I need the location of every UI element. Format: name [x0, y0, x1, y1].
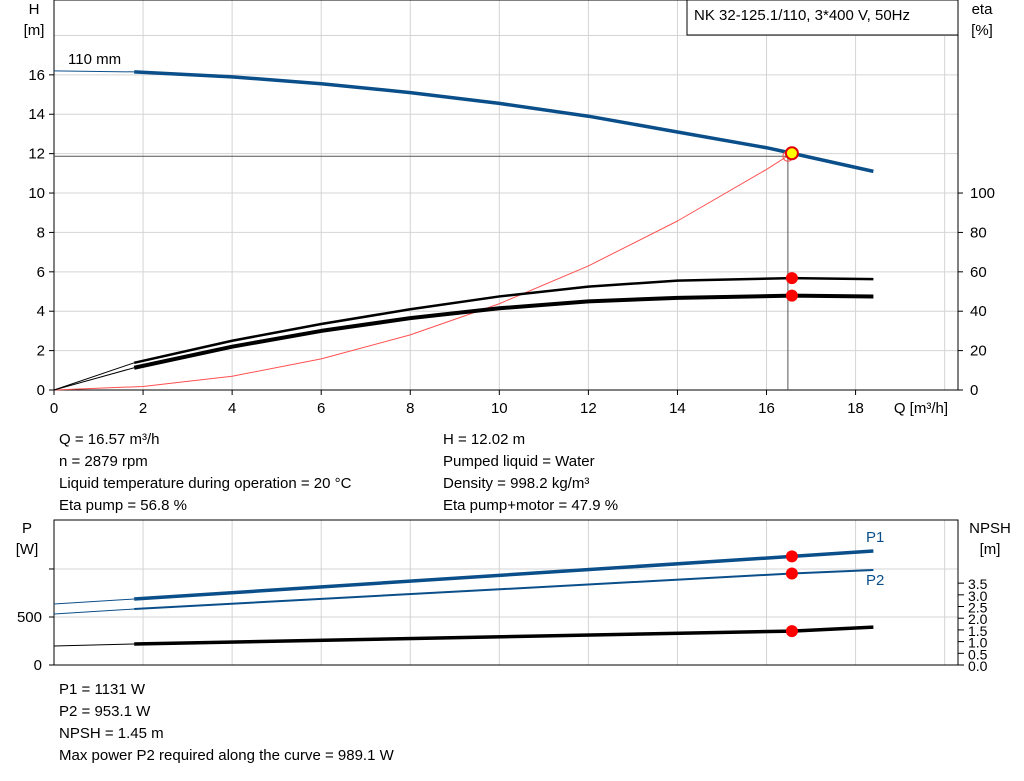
- x-tick-label: 8: [406, 400, 414, 417]
- npsh-tick-label: 1.0: [968, 635, 988, 651]
- system-curve: [53, 152, 793, 391]
- y-axis-unit-h: [m]: [24, 22, 45, 39]
- npsh-tick-label: 3.0: [968, 588, 988, 604]
- npsh-curve: [134, 625, 874, 646]
- x-tick-label: 0: [50, 400, 58, 417]
- x-axis-label: Q [m³/h]: [894, 400, 948, 417]
- x-tick-label: 6: [317, 400, 325, 417]
- p-tick-label: 500: [17, 609, 42, 626]
- info-eta-pump-motor: Eta pump+motor = 47.9 %: [443, 497, 619, 514]
- p1-curve-extrapolated: [53, 598, 135, 605]
- npsh-marker: [785, 625, 798, 638]
- y-tick-label-left: 4: [37, 303, 45, 320]
- y-tick-label-right: 60: [970, 264, 987, 281]
- y-tick-label-left: 8: [37, 224, 45, 241]
- y-tick-label-left: 2: [37, 343, 45, 360]
- x-tick-label: 2: [139, 400, 147, 417]
- info-pumped-liquid: Pumped liquid = Water: [443, 453, 595, 470]
- info-top-right: H = 12.02 m Pumped liquid = Water Densit…: [443, 429, 618, 517]
- y-axis-unit-p: [W]: [16, 541, 39, 558]
- y-tick-label-right: 40: [970, 303, 987, 320]
- y-tick-label-right: 80: [970, 224, 987, 241]
- x-tick-label: 16: [758, 400, 775, 417]
- y-tick-label-left: 6: [37, 264, 45, 281]
- x-tick-label: 10: [491, 400, 508, 417]
- y-axis-label-h: H: [29, 1, 40, 18]
- x-tick-label: 4: [228, 400, 236, 417]
- npsh-tick-label: 0.0: [968, 658, 988, 674]
- y-axis-unit-npsh: [m]: [980, 541, 1001, 558]
- p1-marker: [785, 550, 798, 563]
- bottom-plot-frame: [53, 519, 959, 666]
- info-p2: P2 = 953.1 W: [59, 703, 151, 720]
- title-box: [686, 0, 959, 36]
- y-tick-label-right: 0: [970, 382, 978, 399]
- eta_pump_motor-curve: [133, 293, 874, 370]
- npsh-curve-extrapolated: [53, 643, 135, 647]
- chart-title: NK 32-125.1/110, 3*400 V, 50Hz: [694, 7, 910, 24]
- info-eta-pump: Eta pump = 56.8 %: [59, 497, 187, 514]
- duty-point-marker: [784, 146, 799, 161]
- eta_pump-curve-extrapolated: [53, 362, 135, 391]
- y-axis-label-npsh: NPSH: [969, 520, 1011, 537]
- y-axis-label-eta: eta: [972, 1, 994, 18]
- y-tick-label-right: 20: [970, 343, 987, 360]
- x-tick-label: 12: [580, 400, 597, 417]
- npsh-tick-label: 1.5: [968, 623, 988, 639]
- npsh-tick-label: 2.5: [968, 600, 988, 616]
- y-tick-label-left: 14: [28, 106, 45, 123]
- top-plot-frame: [53, 0, 959, 391]
- npsh-tick-label: 0.5: [968, 646, 988, 662]
- info-q: Q = 16.57 m³/h: [59, 431, 160, 448]
- y-tick-label-left: 12: [28, 146, 45, 163]
- head-curve-extrapolated: [53, 70, 135, 73]
- npsh-tick-label: 2.0: [968, 611, 988, 627]
- info-speed: n = 2879 rpm: [59, 453, 148, 470]
- info-density: Density = 998.2 kg/m³: [443, 475, 590, 492]
- y-tick-label-left: 10: [28, 185, 45, 202]
- info-liquid-temp: Liquid temperature during operation = 20…: [59, 475, 352, 492]
- eta-pump-motor-marker: [785, 289, 798, 302]
- y-axis-label-p: P: [22, 520, 32, 537]
- p2-marker: [785, 567, 798, 580]
- p2-curve-extrapolated: [53, 608, 135, 615]
- p-tick-label: 0: [34, 657, 42, 674]
- info-p1: P1 = 1131 W: [59, 681, 146, 698]
- y-tick-label-right: 100: [970, 185, 995, 202]
- info-h: H = 12.02 m: [443, 431, 526, 448]
- eta_pump_motor-curve-extrapolated: [53, 367, 135, 391]
- info-max-p2: Max power P2 required along the curve = …: [59, 747, 394, 764]
- info-top-left: Q = 16.57 m³/h n = 2879 rpm Liquid tempe…: [59, 429, 351, 517]
- impeller-diameter-label: 110 mm: [68, 51, 121, 68]
- head-curve: [134, 70, 874, 174]
- x-tick-label: 14: [669, 400, 686, 417]
- info-npsh: NPSH = 1.45 m: [59, 725, 164, 742]
- x-tick-label: 18: [847, 400, 864, 417]
- p2-series-label: P2: [866, 572, 884, 589]
- eta_pump-curve: [133, 276, 874, 365]
- y-axis-unit-eta: [%]: [971, 22, 993, 39]
- y-tick-label-left: 0: [37, 382, 45, 399]
- p1-series-label: P1: [866, 529, 884, 546]
- info-bottom: P1 = 1131 W P2 = 953.1 W NPSH = 1.45 m M…: [59, 679, 394, 767]
- eta-pump-marker: [785, 272, 798, 285]
- npsh-tick-label: 3.5: [968, 576, 988, 592]
- y-tick-label-left: 16: [28, 67, 45, 84]
